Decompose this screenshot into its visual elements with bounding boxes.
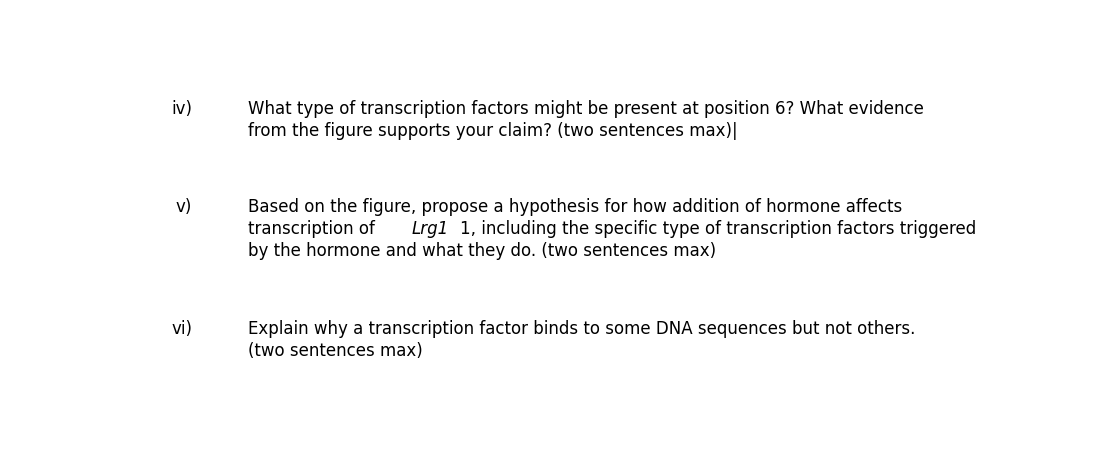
- Text: vi): vi): [171, 320, 192, 338]
- Text: Based on the figure, propose a hypothesis for how addition of hormone affects: Based on the figure, propose a hypothesi…: [248, 198, 903, 216]
- Text: transcription of: transcription of: [248, 220, 374, 238]
- Text: from the figure supports your claim? (two sentences max)|: from the figure supports your claim? (tw…: [248, 122, 738, 140]
- Text: (two sentences max): (two sentences max): [248, 342, 423, 360]
- Text: iv): iv): [171, 100, 192, 118]
- Text: Explain why a transcription factor binds to some DNA sequences but not others.: Explain why a transcription factor binds…: [248, 320, 916, 338]
- Text: 1, including the specific type of transcription factors triggered: 1, including the specific type of transc…: [460, 220, 976, 238]
- Text: by the hormone and what they do. (two sentences max): by the hormone and what they do. (two se…: [248, 242, 716, 260]
- Text: What type of transcription factors might be present at position 6? What evidence: What type of transcription factors might…: [248, 100, 923, 118]
- Text: v): v): [176, 198, 192, 216]
- Text: Lrg1: Lrg1: [412, 220, 449, 238]
